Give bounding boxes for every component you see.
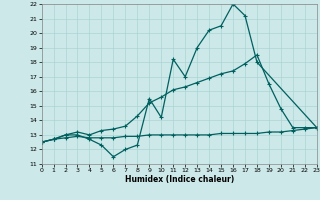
- X-axis label: Humidex (Indice chaleur): Humidex (Indice chaleur): [124, 175, 234, 184]
